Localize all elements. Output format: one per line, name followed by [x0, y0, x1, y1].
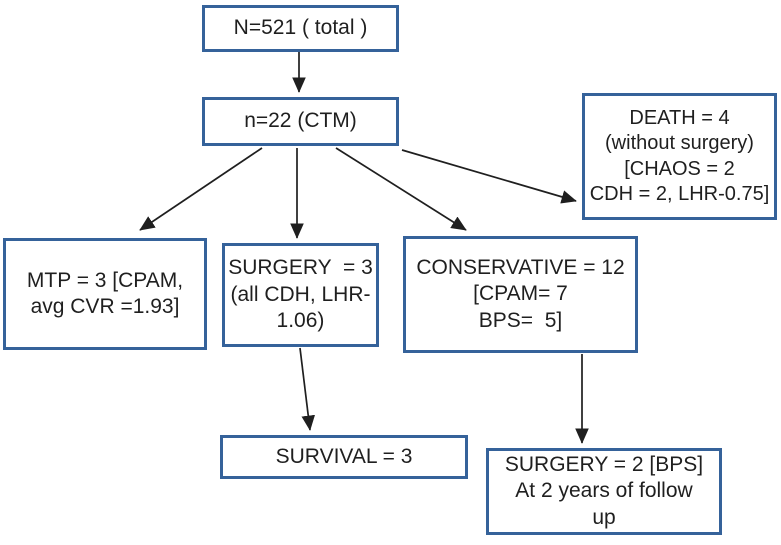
edge-ctm-conservative — [335, 147, 467, 231]
node-mtp-label: MTP = 3 [CPAM, avg CVR =1.93] — [26, 268, 184, 318]
node-ctm-label: n=22 (CTM) — [244, 109, 357, 133]
node-mtp: MTP = 3 [CPAM, avg CVR =1.93] — [3, 238, 207, 350]
node-conservative-label: CONSERVATIVE = 12 [CPAM= 7 BPS= 5] — [416, 255, 625, 332]
node-survival-label: SURVIVAL = 3 — [275, 444, 413, 468]
edge-surgery3-survival — [299, 347, 316, 431]
node-surgery-followup: SURGERY = 2 [BPS] At 2 years of follow u… — [486, 448, 722, 535]
node-ctm: n=22 (CTM) — [202, 97, 399, 146]
node-total: N=521 ( total ) — [202, 5, 399, 52]
node-surgery-neonatal: SURGERY = 3 (all CDH, LHR- 1.06) — [222, 243, 379, 347]
node-death: DEATH = 4 (without surgery) [CHAOS = 2 C… — [582, 93, 777, 220]
edge-ctm-mtp — [139, 147, 263, 231]
node-survival: SURVIVAL = 3 — [220, 435, 468, 479]
node-conservative: CONSERVATIVE = 12 [CPAM= 7 BPS= 5] — [403, 236, 638, 353]
edge-ctm-death — [401, 149, 577, 204]
node-death-label: DEATH = 4 (without surgery) [CHAOS = 2 C… — [589, 107, 770, 205]
node-surgery-neonatal-label: SURGERY = 3 (all CDH, LHR- 1.06) — [228, 256, 373, 333]
node-surgery-followup-label: SURGERY = 2 [BPS] At 2 years of follow u… — [504, 452, 704, 529]
node-total-label: N=521 ( total ) — [233, 16, 368, 40]
